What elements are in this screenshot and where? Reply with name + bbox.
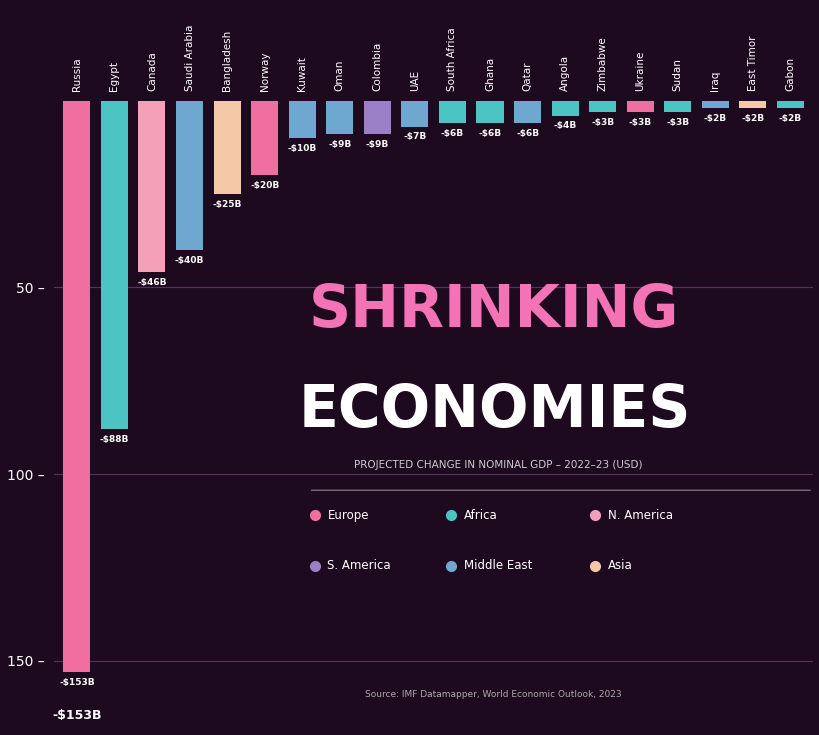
- Bar: [663, 101, 690, 112]
- Bar: [101, 101, 128, 429]
- Bar: [626, 101, 653, 112]
- Bar: [138, 101, 165, 273]
- Text: Asia: Asia: [608, 559, 632, 573]
- Text: Source: IMF Datamapper, World Economic Outlook, 2023: Source: IMF Datamapper, World Economic O…: [365, 690, 622, 699]
- Bar: [213, 101, 240, 194]
- Text: Qatar: Qatar: [522, 62, 532, 91]
- Text: -$4B: -$4B: [553, 121, 576, 130]
- Text: Oman: Oman: [334, 60, 344, 91]
- Text: Middle East: Middle East: [464, 559, 532, 573]
- Text: -$3B: -$3B: [666, 118, 689, 126]
- Text: Norway: Norway: [260, 52, 269, 91]
- Bar: [176, 101, 203, 250]
- Text: Sudan: Sudan: [672, 59, 682, 91]
- Text: -$3B: -$3B: [628, 118, 651, 126]
- Text: Angola: Angola: [559, 55, 569, 91]
- Bar: [514, 101, 541, 123]
- Text: -$2B: -$2B: [778, 114, 801, 123]
- Text: -$153B: -$153B: [52, 709, 102, 723]
- Text: Ukraine: Ukraine: [635, 51, 645, 91]
- Text: -$3B: -$3B: [590, 118, 613, 126]
- Text: -$46B: -$46B: [137, 278, 166, 287]
- Text: -$88B: -$88B: [100, 435, 129, 444]
- Text: -$6B: -$6B: [441, 129, 464, 137]
- Text: Bangladesh: Bangladesh: [222, 30, 232, 91]
- Text: -$9B: -$9B: [365, 140, 388, 149]
- Bar: [288, 101, 315, 138]
- Text: -$6B: -$6B: [515, 129, 538, 137]
- Bar: [739, 101, 766, 108]
- Text: Ghana: Ghana: [484, 57, 495, 91]
- Text: Kuwait: Kuwait: [296, 57, 307, 91]
- Text: PROJECTED CHANGE IN NOMINAL GDP – 2022–23 (USD): PROJECTED CHANGE IN NOMINAL GDP – 2022–2…: [354, 460, 641, 470]
- Text: -$2B: -$2B: [703, 114, 726, 123]
- Text: Canada: Canada: [147, 51, 156, 91]
- Text: -$20B: -$20B: [250, 181, 279, 190]
- Text: Iraq: Iraq: [709, 71, 720, 91]
- Bar: [326, 101, 353, 135]
- Text: Russia: Russia: [72, 58, 82, 91]
- Text: -$153B: -$153B: [59, 678, 94, 686]
- Text: -$6B: -$6B: [477, 129, 501, 137]
- Text: -$40B: -$40B: [174, 256, 204, 265]
- Text: UAE: UAE: [410, 71, 419, 91]
- Bar: [400, 101, 428, 127]
- Text: Africa: Africa: [464, 509, 497, 522]
- Text: South Africa: South Africa: [447, 28, 457, 91]
- Bar: [589, 101, 615, 112]
- Bar: [551, 101, 578, 115]
- Text: Colombia: Colombia: [372, 42, 382, 91]
- Text: East Timor: East Timor: [747, 36, 757, 91]
- Text: N. America: N. America: [608, 509, 672, 522]
- Text: Europe: Europe: [327, 509, 369, 522]
- Bar: [364, 101, 391, 135]
- Bar: [776, 101, 803, 108]
- Text: Egypt: Egypt: [109, 61, 120, 91]
- Text: -$2B: -$2B: [740, 114, 763, 123]
- Text: Saudi Arabia: Saudi Arabia: [184, 25, 194, 91]
- Text: ECONOMIES: ECONOMIES: [298, 382, 690, 440]
- Bar: [701, 101, 728, 108]
- Text: Gabon: Gabon: [785, 57, 794, 91]
- Bar: [438, 101, 465, 123]
- Bar: [63, 101, 90, 672]
- Text: S. America: S. America: [327, 559, 391, 573]
- Bar: [476, 101, 503, 123]
- Text: Zimbabwe: Zimbabwe: [597, 37, 607, 91]
- Text: SHRINKING: SHRINKING: [309, 282, 679, 339]
- Text: -$9B: -$9B: [328, 140, 351, 149]
- Text: -$7B: -$7B: [403, 132, 426, 141]
- Text: -$25B: -$25B: [212, 200, 242, 209]
- Text: -$10B: -$10B: [287, 143, 316, 153]
- Bar: [251, 101, 278, 176]
